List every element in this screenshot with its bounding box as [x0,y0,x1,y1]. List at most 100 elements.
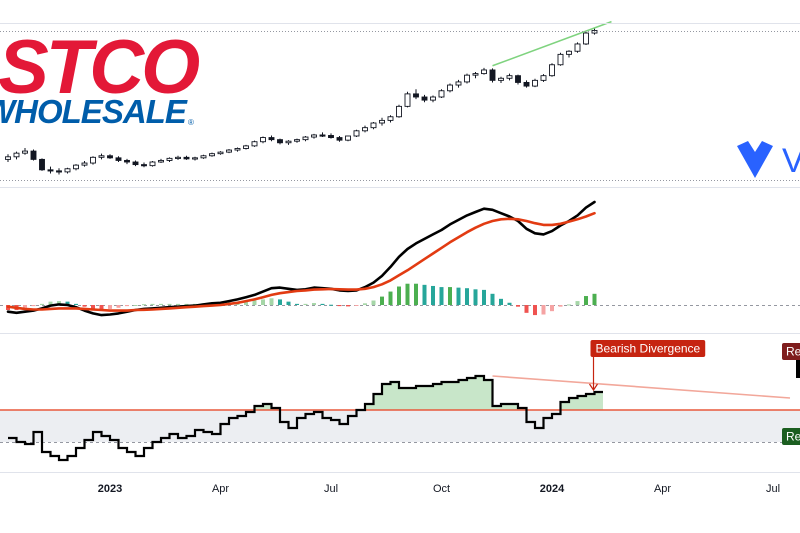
candle [583,32,589,45]
macd-histogram-bar [482,289,486,305]
macd-histogram-bar [558,305,563,307]
macd-histogram-bar [405,283,410,305]
macd-histogram-bar [541,305,546,315]
candle [481,69,487,75]
costco-logo: OSTCO WHOLESALE ® [0,32,215,132]
macd-histogram-bar [448,287,452,305]
macd-histogram-bar [133,305,138,306]
candle [107,155,113,159]
macd-histogram-bar [23,305,27,308]
candle [566,50,572,55]
macd-histogram-bar [108,305,112,309]
logo-registered-mark: ® [188,118,194,127]
price-pane [5,20,612,175]
signal-line [6,211,596,312]
candle [5,156,11,160]
candle [498,77,504,81]
candle [302,136,309,141]
watermark-logo: V [737,141,800,180]
candle [234,148,241,151]
macd-histogram-bar [125,305,129,307]
candle [557,53,564,66]
candle [532,79,538,87]
candle [192,157,198,160]
macd-histogram-bar [244,301,248,305]
macd-histogram-bar [490,293,495,305]
right-tag [782,428,800,445]
annotation-arrow [589,383,598,392]
macd-histogram-bar [507,302,512,305]
candle [141,164,147,167]
macd-histogram-bar [516,305,520,307]
candle [413,93,419,98]
x-tick-label: Oct [433,483,450,495]
macd-histogram-bar [74,303,78,305]
macd-histogram-bar [422,284,427,305]
candle [47,169,54,172]
candle [124,159,130,163]
macd-histogram-bar [91,305,95,309]
candle [158,159,164,163]
macd-histogram-bar [303,303,308,305]
candle [285,140,292,144]
macd-histogram-bar [584,296,588,305]
macd-histogram-bar [473,289,478,305]
candle [22,150,28,154]
x-tick-label: Jul [766,483,780,495]
candle [396,105,402,118]
macd-histogram-bar [465,288,469,305]
candle [30,150,37,160]
candle [98,155,105,158]
candle [362,127,368,132]
candle [421,96,428,101]
x-axis: 2023AprJulOct2024AprJulOct [98,483,780,495]
logo-line-1: OSTCO [0,32,200,110]
annotation-label: Bearish Divergence [596,342,701,356]
candle [90,156,96,164]
macd-histogram-bar [48,301,53,305]
rsi-band [0,410,800,442]
macd-histogram-bar [295,303,299,305]
candle [73,164,79,170]
candle [506,75,513,79]
candle [370,122,377,129]
candle [166,157,173,161]
macd-histogram-bar [363,303,367,305]
rsi-overbought-fill [254,376,603,410]
macd-histogram-bar [567,304,571,306]
rsi-line [8,374,603,462]
macd-histogram-bar [184,303,189,305]
x-tick-label: Apr [212,483,229,495]
macd-histogram-bar [252,300,257,305]
candle [175,156,181,159]
right-tag-label: Re [786,430,800,444]
macd-histogram-bar [159,303,163,305]
annotation-box [590,340,706,357]
macd-histogram-bar [380,296,384,305]
candle [251,141,258,147]
macd-histogram-bar [414,283,418,305]
candle [64,168,71,173]
candle [183,156,190,160]
macd-histogram-bar [499,298,503,305]
macd-histogram-bar [397,286,401,305]
candle [149,161,156,167]
candle [438,90,445,98]
macd-histogram-bar [142,304,146,306]
candle [515,75,521,83]
candle [294,139,300,142]
macd-histogram-bar [337,305,342,307]
candle [268,137,275,141]
macd-histogram-bar [456,287,461,305]
macd-histogram-bar [592,293,597,305]
macd-histogram-bar [388,291,393,305]
macd-histogram-bar [82,305,87,307]
macd-histogram-bar [431,285,435,305]
candle [81,162,88,166]
macd-histogram-bar [329,304,333,306]
candle [243,145,249,149]
x-tick-label: Apr [654,483,671,495]
candle [404,93,411,107]
candle [200,155,207,159]
macd-histogram-bar [320,303,325,305]
